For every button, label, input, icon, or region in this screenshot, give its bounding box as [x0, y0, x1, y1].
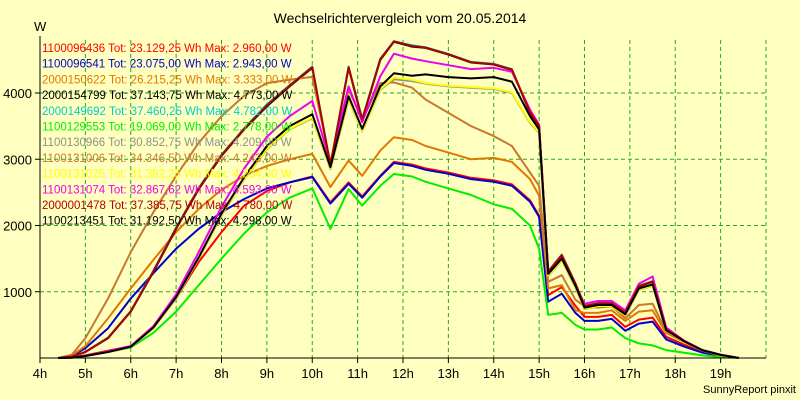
legend-entry-1100096436: 1100096436 Tot: 23.129,25 Wh Max: 2.960,… [42, 43, 292, 55]
series-line-1100213451 [58, 72, 739, 359]
legend-entry-1100129553: 1100129553 Tot: 19.069,00 Wh Max: 2.778,… [42, 122, 292, 134]
legend: 1100096436 Tot: 23.129,25 Wh Max: 2.960,… [42, 43, 293, 228]
x-tick-label: 15h [528, 366, 550, 381]
y-tick-label: 3000 [3, 152, 32, 167]
legend-entry-2000001478: 2000001478 Tot: 37.385,75 Wh Max: 4.780,… [42, 200, 293, 212]
x-tick-label: 4h [33, 366, 47, 381]
series-line-1100131074 [58, 52, 739, 359]
x-tick-label: 16h [574, 366, 596, 381]
legend-entry-1100096541: 1100096541 Tot: 23.075,00 Wh Max: 2.943,… [42, 59, 292, 71]
y-tick-label: 4000 [3, 86, 32, 101]
grid [39, 40, 767, 358]
legend-entry-1100213451: 1100213451 Tot: 31.192,50 Wh Max: 4.298,… [42, 216, 292, 228]
series-lines [57, 40, 739, 359]
series-line-1100131006 [57, 75, 739, 359]
x-tick-label: 19h [710, 366, 732, 381]
x-tick-label: 10h [301, 366, 323, 381]
legend-entry-2000154799: 2000154799 Tot: 37.143,75 Wh Max: 4.773,… [42, 90, 293, 102]
y-axis-label: W [34, 19, 47, 34]
legend-entry-1100130966: 1100130966 Tot: 30.852,75 Wh Max: 4.209,… [42, 137, 292, 149]
x-tick-label: 13h [438, 366, 460, 381]
legend-entry-1100131074: 1100131074 Tot: 32.867,62 Wh Max: 4.593,… [42, 184, 292, 196]
x-tick-label: 6h [124, 366, 138, 381]
series-line-1100129553 [58, 173, 739, 359]
x-tick-label: 11h [347, 366, 368, 381]
axes: 4h 5h 6h 7h 8h 9h 10h 11h 12h 13h 14h 15h 16h 17h 18h 1… [3, 36, 766, 381]
x-tick-label: 7h [169, 366, 183, 381]
x-tick-label: 12h [392, 366, 414, 381]
y-tick-label: 2000 [3, 219, 32, 234]
series-line-1100096541 [58, 162, 739, 359]
x-tick-label: 14h [483, 366, 505, 381]
legend-entry-2000149692: 2000149692 Tot: 37.460,25 Wh Max: 4.782,… [42, 106, 293, 118]
x-tick-label: 8h [214, 366, 228, 381]
series-line-2000150622 [58, 136, 739, 359]
footer-credit: SunnyReport pinxit [703, 384, 796, 396]
x-tick-label: 17h [619, 366, 641, 381]
chart-title: Wechselrichtervergleich vom 20.05.2014 [274, 10, 527, 26]
x-tick-label: 9h [260, 366, 274, 381]
legend-entry-1100131006: 1100131006 Tot: 34.346,50 Wh Max: 4.243,… [42, 153, 292, 165]
legend-entry-2000150622: 2000150622 Tot: 26.215,25 Wh Max: 3.333,… [42, 74, 293, 86]
legend-entry-1100131025: 1100131025 Tot: 31.382,25 Wh Max: 4.234,… [42, 169, 292, 181]
y-tick-label: 1000 [3, 285, 32, 300]
x-tick-label: 5h [78, 366, 92, 381]
x-tick-label: 18h [664, 366, 686, 381]
